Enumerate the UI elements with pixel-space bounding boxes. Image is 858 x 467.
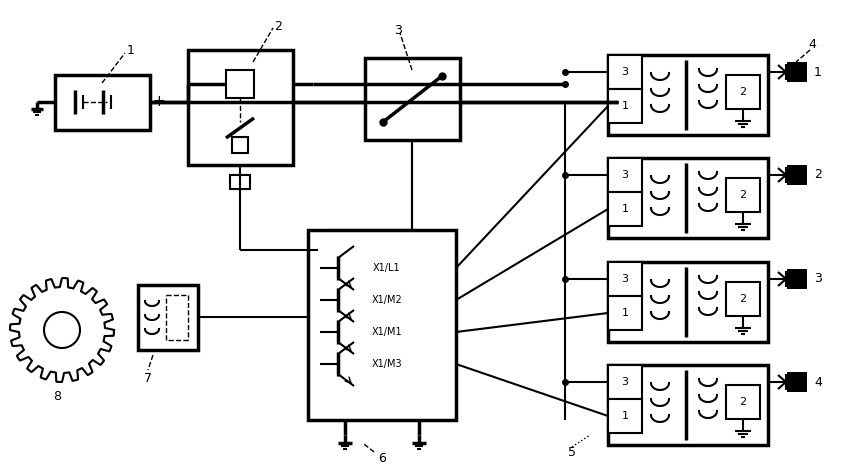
Bar [787, 372, 807, 392]
Text: X1/L1: X1/L1 [373, 263, 401, 273]
Text: 6: 6 [378, 452, 386, 465]
Text: 3: 3 [621, 274, 629, 284]
Text: 2: 2 [740, 87, 746, 97]
Text: 2: 2 [740, 294, 746, 304]
Bar [608, 158, 642, 192]
Bar [608, 89, 642, 123]
Text: 1: 1 [621, 204, 629, 214]
Bar [608, 192, 642, 226]
Text: X1/M1: X1/M1 [372, 327, 402, 337]
Bar [232, 137, 248, 153]
Bar [726, 178, 760, 212]
Bar [608, 365, 642, 399]
Bar [608, 365, 768, 445]
Bar [226, 70, 254, 98]
Bar [787, 165, 807, 185]
Bar [365, 58, 460, 140]
Text: 1: 1 [127, 44, 135, 57]
Text: 4: 4 [814, 375, 822, 389]
Text: 4: 4 [808, 38, 816, 51]
Text: 2: 2 [814, 169, 822, 182]
Text: 1: 1 [814, 65, 822, 78]
Text: 3: 3 [621, 377, 629, 387]
Text: 3: 3 [394, 23, 402, 36]
Text: X1/M2: X1/M2 [372, 295, 402, 305]
Bar [787, 269, 807, 289]
Bar [188, 50, 293, 165]
Text: 3: 3 [814, 273, 822, 285]
Bar [608, 262, 642, 296]
Bar [608, 399, 642, 433]
Bar [787, 62, 807, 82]
Text: 2: 2 [740, 190, 746, 200]
Bar [608, 296, 642, 330]
Bar [308, 230, 456, 420]
Bar [608, 55, 768, 135]
Bar [138, 285, 198, 350]
Bar [608, 55, 642, 89]
Text: 3: 3 [621, 170, 629, 180]
Text: 1: 1 [621, 101, 629, 111]
Text: 2: 2 [740, 397, 746, 407]
Text: 1: 1 [621, 411, 629, 421]
Text: 2: 2 [274, 20, 282, 33]
Text: 1: 1 [621, 308, 629, 318]
Bar [726, 282, 760, 316]
Bar [608, 262, 768, 342]
Bar [608, 158, 768, 238]
Text: 7: 7 [144, 372, 152, 384]
Text: +: + [153, 94, 166, 109]
Text: 8: 8 [53, 389, 61, 403]
Bar [726, 385, 760, 419]
Text: X1/M3: X1/M3 [372, 359, 402, 369]
Bar [55, 75, 150, 130]
Text: 5: 5 [568, 446, 576, 460]
Bar [230, 175, 250, 189]
Text: 3: 3 [621, 67, 629, 77]
Text: -: - [45, 94, 50, 109]
Bar [726, 75, 760, 109]
